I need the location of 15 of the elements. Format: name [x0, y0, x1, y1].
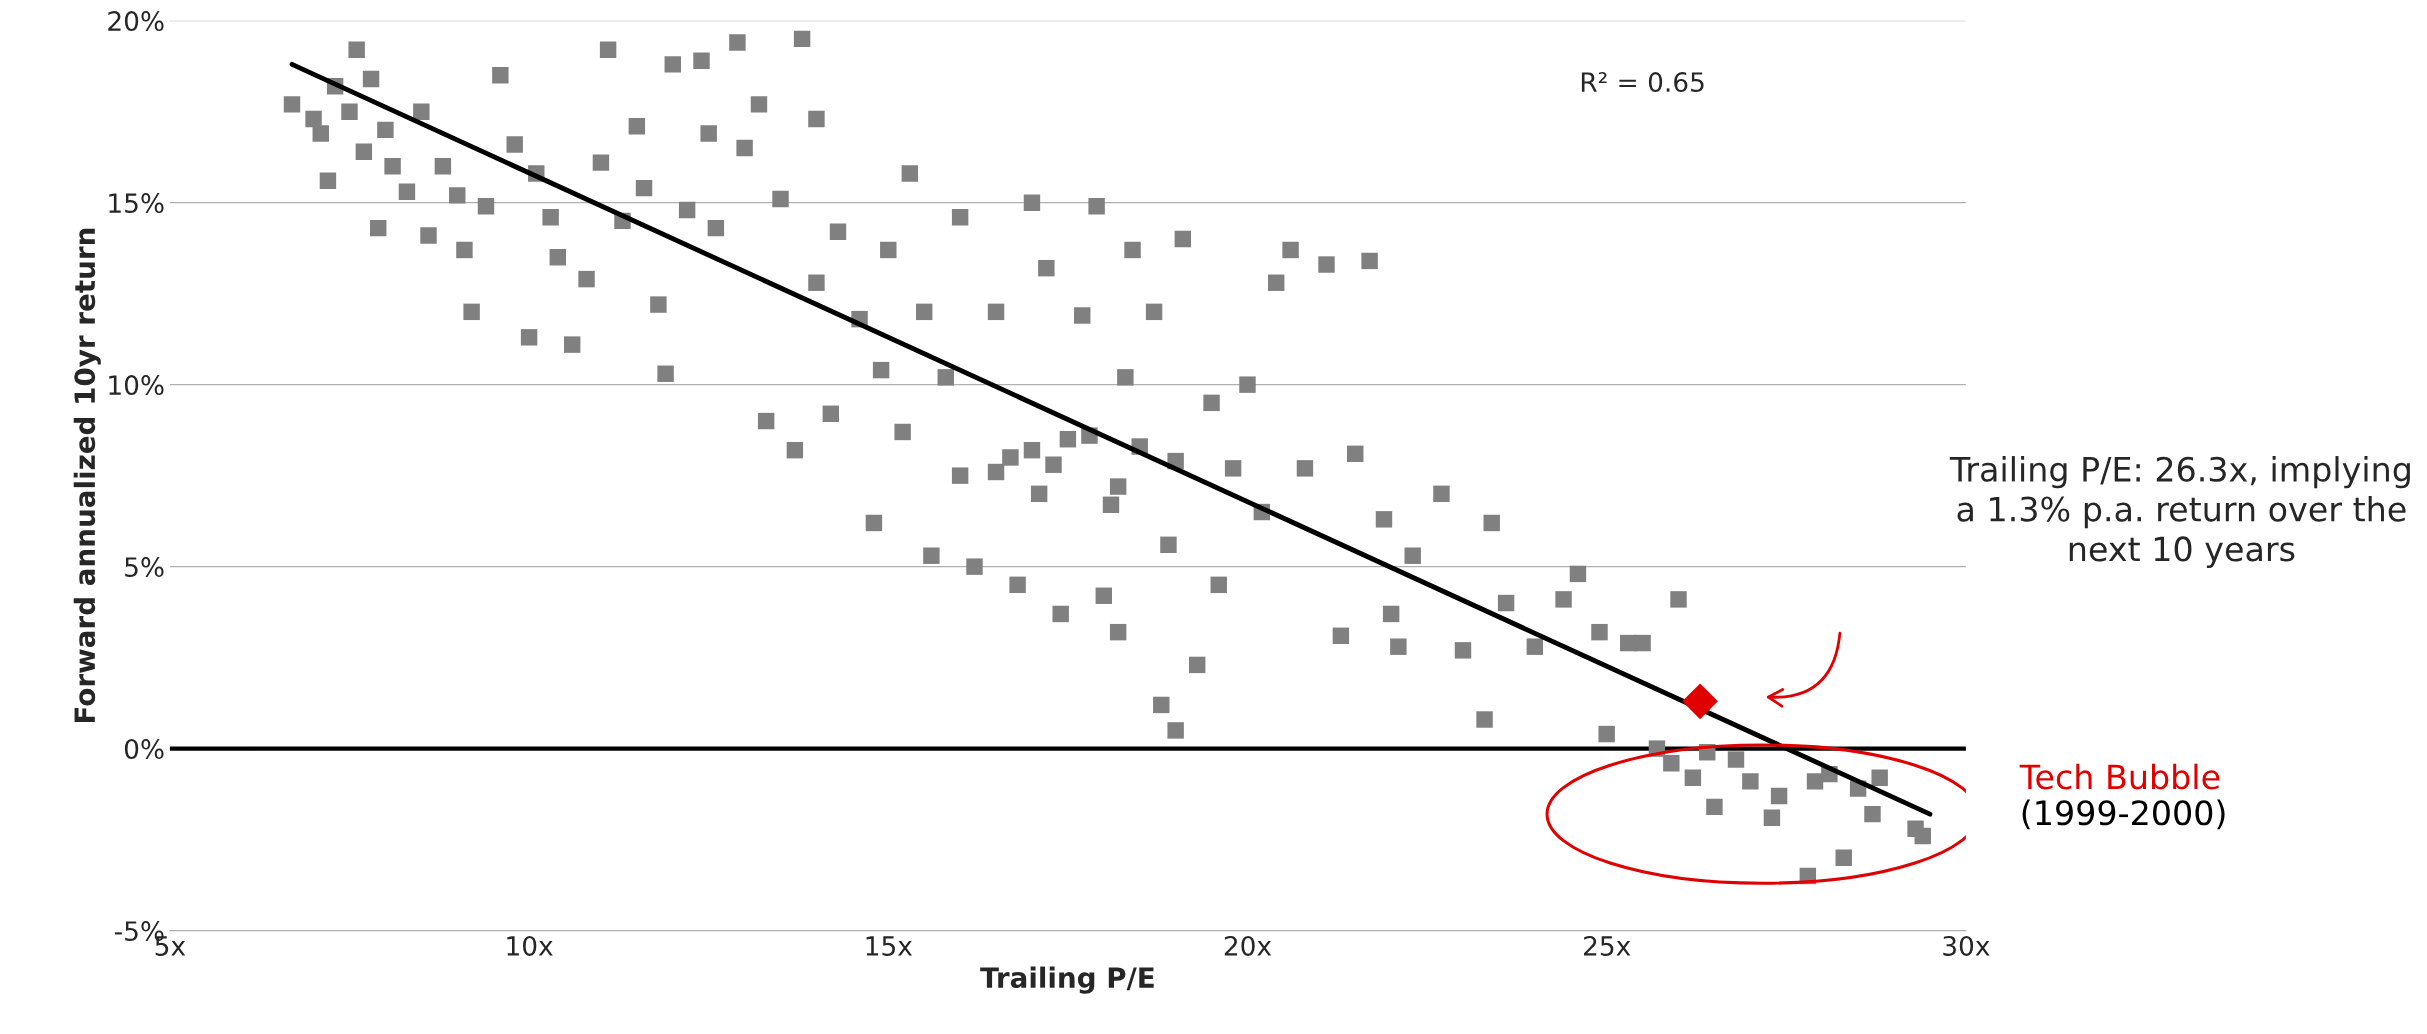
x-tick-label: 30x: [1943, 935, 1990, 956]
y-tick-label: 0%: [124, 739, 164, 760]
y-axis-title: Forward annualized 10yr return: [73, 228, 101, 723]
y-tick-label: 5%: [125, 557, 164, 578]
x-tick-label: 10x: [507, 935, 553, 956]
text: Tech Bubble (1999-2000): [2019, 763, 2225, 830]
x-axis-title: Trailing P/E: [980, 966, 1154, 994]
x-tick-label: 25x: [1584, 935, 1631, 956]
x-tick-label: 15x: [866, 936, 913, 956]
y-tick-label: 20%: [108, 11, 164, 32]
x-tick-label: 20x: [1224, 935, 1272, 956]
y-tick-label: 15%: [109, 193, 164, 214]
y-tick-label: 10%: [109, 375, 164, 396]
annotation: R² = 0.65: [1581, 72, 1704, 93]
annotation: Trailing P/E: 26.3x, implying a 1.3% p.a. return over the next 10 years: [1949, 456, 2410, 569]
